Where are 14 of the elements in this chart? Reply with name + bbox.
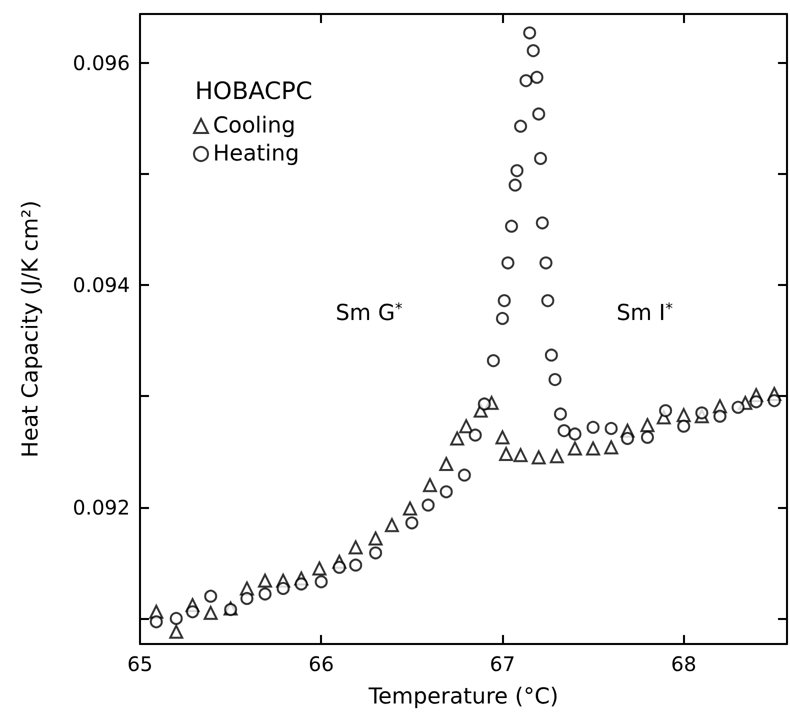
legend-label: Cooling	[213, 114, 296, 138]
legend-title: HOBACPC	[195, 77, 312, 105]
annotation: Sm G*	[336, 299, 404, 326]
annotation: Sm I*	[616, 299, 674, 326]
y-axis-title: Heat Capacity (J/K cm²)	[18, 200, 44, 458]
y-tick-label: 0.094	[72, 273, 130, 298]
x-tick-label: 67	[490, 652, 516, 676]
y-tick-label: 0.092	[72, 495, 130, 520]
x-tick-label: 66	[308, 652, 334, 676]
y-tick-label: 0.096	[72, 50, 130, 75]
x-tick-label: 65	[127, 652, 153, 676]
legend-label: Heating	[213, 142, 300, 166]
x-axis-title: Temperature (°C)	[368, 684, 558, 710]
x-tick-label: 68	[670, 652, 696, 676]
